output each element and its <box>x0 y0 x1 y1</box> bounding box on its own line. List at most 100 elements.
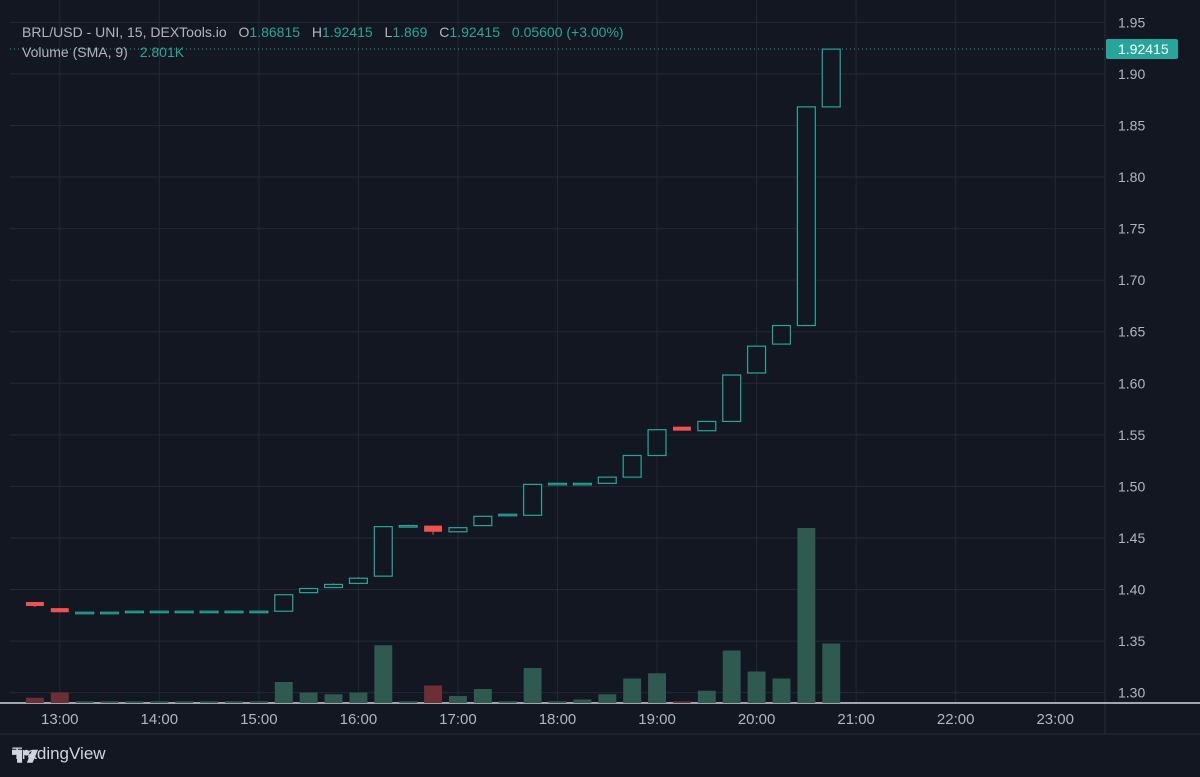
volume-bar <box>299 692 318 703</box>
volume-bar <box>573 699 592 703</box>
volume-bar <box>548 701 567 703</box>
x-tick-label: 14:00 <box>141 711 179 728</box>
y-tick-label: 1.80 <box>1118 169 1145 185</box>
legend-close-value: 1.92415 <box>449 24 500 40</box>
y-tick-label: 1.35 <box>1118 633 1145 649</box>
volume-bar <box>150 701 169 703</box>
candle-body <box>821 48 841 108</box>
x-tick-label: 17:00 <box>439 711 477 728</box>
volume-bar <box>822 643 841 703</box>
candle-body <box>498 513 518 517</box>
legend-open-value: 1.86815 <box>249 24 301 40</box>
volume-bar <box>722 650 741 703</box>
candle-body <box>25 601 44 606</box>
candle-body <box>796 106 816 327</box>
volume-bar <box>175 701 194 703</box>
volume-bar <box>125 701 144 703</box>
candle-body <box>373 526 393 577</box>
branding-name: TradingView <box>12 744 106 763</box>
x-tick-label: 23:00 <box>1036 711 1074 728</box>
legend-volume-value: 2.801K <box>139 44 185 60</box>
legend-change: 0.05600 (+3.00%) <box>511 24 624 40</box>
y-tick-label: 1.95 <box>1118 14 1145 30</box>
candle-body <box>647 429 667 457</box>
candle-body <box>124 610 144 614</box>
candle-body <box>50 608 69 613</box>
volume-bar <box>225 701 243 703</box>
candle-body <box>149 610 169 614</box>
legend-open-label: O <box>238 24 250 40</box>
volume-bar <box>249 701 268 703</box>
volume-bar <box>672 701 691 703</box>
candle-body <box>199 610 219 614</box>
volume-bar <box>274 682 293 703</box>
candle-body <box>747 345 767 374</box>
candle-body <box>597 476 617 484</box>
candle-body <box>249 610 269 614</box>
volume-bar <box>623 678 642 703</box>
candle-body <box>398 525 418 528</box>
y-tick-label: 1.70 <box>1118 272 1145 288</box>
y-tick-label: 1.90 <box>1118 66 1145 82</box>
volume-bar <box>324 694 343 703</box>
last-price-label: 1.92415 <box>1118 41 1169 57</box>
candle-body <box>622 454 642 478</box>
y-tick-label: 1.50 <box>1118 478 1145 494</box>
candles <box>25 48 841 615</box>
legend-volume-label: Volume (SMA, 9) <box>22 44 128 60</box>
volume-bar <box>200 701 219 703</box>
volume-bars <box>25 528 841 703</box>
legend-low-label: L <box>384 24 393 40</box>
volume-bar <box>498 701 517 703</box>
y-tick-label: 1.45 <box>1118 530 1145 546</box>
legend-close-label: C <box>439 24 450 40</box>
candle-body <box>224 610 244 614</box>
branding-footer[interactable]: TradingView <box>12 744 106 764</box>
volume-bar <box>598 694 617 703</box>
tradingview-logo-icon <box>12 749 38 763</box>
candle-body <box>547 482 568 486</box>
volume-bar <box>100 701 119 703</box>
volume-bar <box>75 701 94 703</box>
volume-bar <box>25 697 44 703</box>
candle-body <box>771 324 792 345</box>
candle-body <box>572 482 592 486</box>
chart-legend: BRL/USD - UNI, 15, DEXTools.io O1.86815 … <box>22 22 624 62</box>
legend-low-value: 1.869 <box>392 24 428 40</box>
volume-bar <box>747 671 766 703</box>
x-tick-label: 19:00 <box>638 711 676 728</box>
legend-high-value: 1.92415 <box>322 24 373 40</box>
y-tick-label: 1.65 <box>1118 324 1145 340</box>
y-tick-label: 1.30 <box>1118 685 1145 701</box>
legend-symbol: BRL/USD - UNI, 15, DEXTools.io <box>22 24 227 40</box>
x-tick-label: 15:00 <box>240 711 278 728</box>
x-tick-label: 13:00 <box>41 711 79 728</box>
volume-bar <box>797 528 816 703</box>
volume-bar <box>374 645 393 703</box>
legend-high-label: H <box>311 24 323 40</box>
x-tick-label: 16:00 <box>340 711 378 728</box>
candle-body <box>722 374 742 423</box>
candle-body <box>672 426 691 431</box>
volume-bar <box>50 692 69 703</box>
candle-body <box>448 527 468 533</box>
x-tick-label: 20:00 <box>738 711 776 728</box>
y-tick-label: 1.60 <box>1118 375 1145 391</box>
candle-body <box>75 611 95 615</box>
candle-body <box>473 515 493 527</box>
candle-body <box>348 577 368 584</box>
y-tick-label: 1.85 <box>1118 117 1145 133</box>
x-tick-label: 22:00 <box>937 711 975 728</box>
candle-body <box>523 483 543 516</box>
candle-body <box>274 594 294 612</box>
candle-body <box>174 610 194 614</box>
y-tick-label: 1.40 <box>1118 582 1145 598</box>
candle-body <box>99 611 120 615</box>
legend-price-row: BRL/USD - UNI, 15, DEXTools.io O1.86815 … <box>22 22 624 42</box>
volume-bar <box>473 689 492 703</box>
volume-bar <box>648 673 667 703</box>
x-tick-label: 18:00 <box>539 711 577 728</box>
y-tick-label: 1.55 <box>1118 427 1145 443</box>
